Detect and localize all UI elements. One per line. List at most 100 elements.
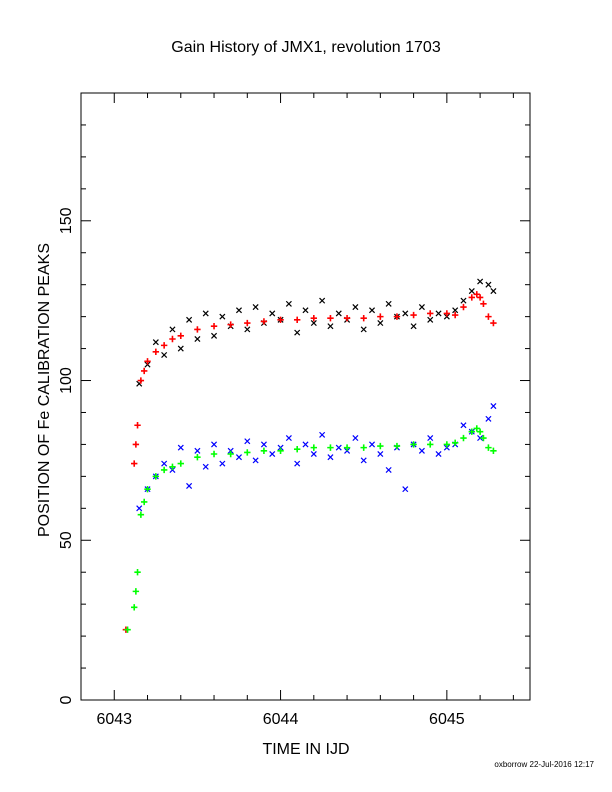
data-point: [473, 291, 480, 298]
data-point: [368, 307, 376, 314]
data-point: [210, 450, 218, 458]
data-point: [327, 454, 334, 461]
data-point: [169, 326, 176, 333]
data-point: [427, 316, 434, 323]
data-point: [343, 315, 351, 322]
data-point: [211, 441, 218, 448]
data-point: [327, 323, 334, 330]
data-point: [480, 434, 487, 442]
axis-tick-labels: 6043 6044 6045 0 50 100 150: [58, 207, 465, 728]
data-point: [393, 442, 401, 450]
data-point: [302, 307, 309, 314]
data-point: [194, 454, 201, 461]
series-2: [122, 291, 497, 633]
data-point: [460, 434, 467, 442]
data-point: [485, 415, 492, 422]
y-tick-label: 150: [58, 207, 75, 234]
data-point: [260, 318, 268, 325]
data-point: [293, 446, 301, 453]
data-point: [443, 441, 451, 448]
y-tick-label: 0: [58, 695, 75, 704]
data-point: [468, 428, 475, 435]
data-point: [302, 441, 309, 448]
series-1: [136, 278, 497, 387]
data-point: [418, 304, 425, 311]
data-point: [360, 444, 367, 451]
data-point: [310, 444, 318, 451]
data-marks: [122, 278, 497, 633]
data-point: [327, 315, 334, 322]
data-point: [410, 323, 417, 330]
data-point: [476, 428, 484, 435]
data-point: [410, 311, 417, 319]
data-point: [410, 441, 417, 448]
data-point: [131, 460, 138, 467]
data-point: [137, 511, 145, 518]
data-point: [293, 316, 301, 324]
data-point: [490, 403, 497, 410]
data-point: [161, 351, 168, 358]
data-point: [335, 310, 342, 317]
x-tick-label: 6044: [263, 711, 299, 728]
data-point: [327, 444, 334, 451]
data-point: [451, 439, 459, 447]
data-point: [368, 441, 376, 448]
data-point: [460, 303, 467, 311]
data-point: [435, 310, 442, 317]
data-point: [269, 450, 276, 458]
data-point: [219, 460, 226, 467]
x-tick-label: 6045: [429, 711, 465, 728]
data-point: [252, 304, 259, 311]
data-point: [136, 505, 143, 512]
series-3: [136, 403, 497, 512]
data-point: [202, 463, 209, 470]
data-point: [140, 498, 148, 506]
data-point: [161, 460, 168, 467]
data-point: [152, 348, 160, 355]
data-point: [294, 329, 301, 336]
data-point: [144, 485, 151, 493]
data-point: [335, 444, 342, 451]
x-axis-label: TIME IN IJD: [262, 741, 349, 758]
y-tick-label: 100: [58, 367, 75, 394]
footer-stamp: oxborrow 22-Jul-2016 12:17: [494, 760, 594, 769]
data-point: [385, 300, 392, 307]
data-point: [435, 450, 442, 458]
data-point: [177, 460, 184, 467]
data-point: [427, 310, 434, 317]
data-point: [285, 435, 292, 442]
data-point: [194, 335, 201, 343]
data-point: [131, 604, 138, 611]
data-point: [473, 425, 480, 432]
x-tick-label: 6043: [96, 711, 132, 728]
data-point: [269, 310, 276, 317]
data-point: [319, 431, 326, 438]
data-point: [244, 326, 251, 333]
data-point: [451, 311, 459, 319]
data-point: [177, 345, 184, 352]
data-point: [186, 482, 193, 489]
data-point: [244, 319, 251, 327]
data-point: [310, 450, 317, 458]
data-point: [377, 450, 384, 458]
data-point: [385, 466, 392, 474]
data-point: [277, 316, 284, 324]
plot-frame: [80, 92, 531, 701]
data-point: [137, 377, 145, 384]
data-point: [211, 332, 218, 339]
data-point: [134, 569, 141, 576]
data-point: [485, 444, 492, 451]
data-point: [202, 310, 209, 317]
data-point: [140, 367, 148, 375]
data-point: [169, 463, 176, 470]
data-point: [360, 315, 367, 322]
chart-title: Gain History of JMX1, revolution 1703: [171, 39, 441, 56]
data-point: [294, 460, 301, 467]
data-point: [160, 466, 168, 474]
data-point: [402, 310, 409, 317]
data-point: [477, 435, 484, 442]
data-point: [252, 457, 259, 464]
data-point: [402, 486, 409, 493]
data-point: [377, 442, 384, 450]
